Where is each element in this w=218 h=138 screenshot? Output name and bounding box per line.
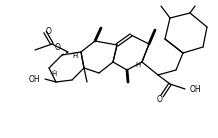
Text: O: O (55, 43, 61, 52)
Text: H̄: H̄ (72, 53, 78, 59)
Text: O: O (46, 26, 52, 35)
Text: OH: OH (190, 84, 202, 94)
Text: H: H (135, 62, 141, 68)
Text: H̄: H̄ (51, 71, 57, 77)
Text: O: O (157, 95, 163, 104)
Text: OH: OH (28, 75, 40, 84)
